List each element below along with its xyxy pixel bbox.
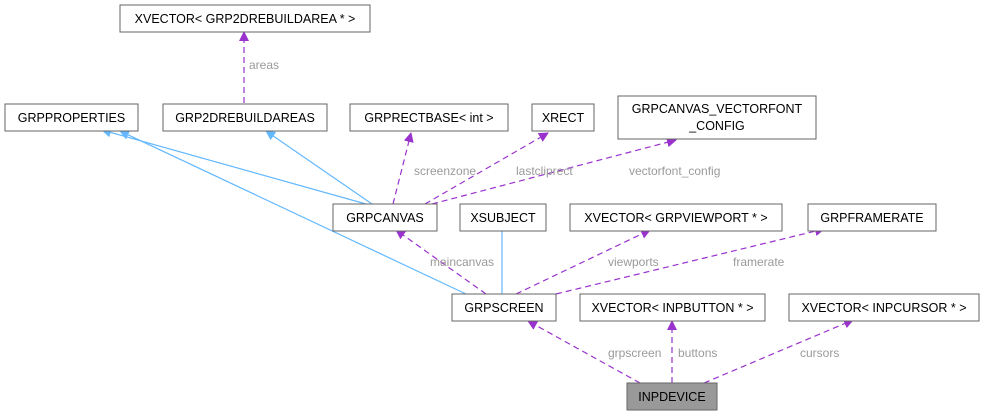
label-viewports: viewports bbox=[608, 255, 659, 269]
node-xrect[interactable]: XRECT bbox=[531, 103, 595, 132]
label-grpscreen: grpscreen bbox=[608, 346, 661, 360]
label-framerate: framerate bbox=[733, 255, 785, 269]
edge-lastcliprect bbox=[424, 132, 549, 205]
label-areas: areas bbox=[249, 58, 279, 72]
node-xvector-grp2drebuildarea[interactable]: XVECTOR< GRP2DREBUILDAREA * > bbox=[119, 4, 371, 33]
label-vectorfont-config: vectorfont_config bbox=[629, 164, 720, 178]
label-maincanvas: maincanvas bbox=[430, 255, 494, 269]
node-label: XVECTOR< INPCURSOR * > bbox=[801, 301, 966, 315]
inheritance-edges bbox=[101, 127, 507, 295]
node-label-line1: GRPCANVAS_VECTORFONT bbox=[632, 102, 803, 116]
node-label: GRPRECTBASE< int > bbox=[364, 111, 493, 125]
node-xvector-inpcursor[interactable]: XVECTOR< INPCURSOR * > bbox=[788, 293, 980, 322]
label-cursors: cursors bbox=[800, 346, 839, 360]
node-xvector-grpviewport[interactable]: XVECTOR< GRPVIEWPORT * > bbox=[569, 203, 783, 232]
node-xsubject[interactable]: XSUBJECT bbox=[459, 203, 547, 232]
node-label: XSUBJECT bbox=[470, 211, 536, 225]
node-grpframerate[interactable]: GRPFRAMERATE bbox=[807, 203, 937, 232]
edge-framerate bbox=[555, 226, 825, 295]
node-label: GRP2DREBUILDAREAS bbox=[175, 111, 315, 125]
edge-vectorfont-config bbox=[431, 137, 677, 205]
edge-maincanvas bbox=[395, 229, 487, 295]
edge-cursors bbox=[703, 318, 854, 384]
edge-grpcanvas-grp2drebuildareas bbox=[265, 130, 373, 205]
node-label-line2: _CONFIG bbox=[688, 119, 745, 133]
node-xvector-inpbutton[interactable]: XVECTOR< INPBUTTON * > bbox=[579, 293, 766, 322]
label-buttons: buttons bbox=[678, 346, 717, 360]
edge-labels: areas screenzone lastcliprect vectorfont… bbox=[249, 58, 839, 360]
node-grpscreen[interactable]: GRPSCREEN bbox=[451, 293, 557, 322]
node-grp2drebuildareas[interactable]: GRP2DREBUILDAREAS bbox=[162, 103, 328, 132]
edge-grpscreen-grpproperties bbox=[119, 130, 467, 295]
node-grprectbase[interactable]: GRPRECTBASE< int > bbox=[349, 103, 509, 132]
node-label: INPDEVICE bbox=[638, 390, 705, 404]
node-label: XVECTOR< GRP2DREBUILDAREA * > bbox=[135, 12, 356, 26]
node-grpcanvas[interactable]: GRPCANVAS bbox=[332, 203, 438, 232]
node-grpcanvas-vectorfont-config[interactable]: GRPCANVAS_VECTORFONT _CONFIG bbox=[617, 95, 817, 140]
label-screenzone: screenzone bbox=[414, 164, 476, 178]
label-lastcliprect: lastcliprect bbox=[516, 164, 573, 178]
node-label: XVECTOR< INPBUTTON * > bbox=[591, 301, 753, 315]
edge-viewports bbox=[515, 229, 651, 295]
node-label: GRPSCREEN bbox=[464, 301, 543, 315]
usage-edges bbox=[239, 31, 854, 384]
node-grpproperties[interactable]: GRPPROPERTIES bbox=[4, 103, 139, 132]
node-label: GRPPROPERTIES bbox=[18, 111, 125, 125]
node-label: GRPFRAMERATE bbox=[820, 211, 923, 225]
edge-screenzone bbox=[392, 132, 414, 205]
edge-grpscreen bbox=[527, 320, 641, 384]
node-label: XRECT bbox=[542, 111, 585, 125]
node-label: GRPCANVAS bbox=[346, 211, 424, 225]
node-label: XVECTOR< GRPVIEWPORT * > bbox=[584, 211, 767, 225]
node-inpdevice[interactable]: INPDEVICE bbox=[626, 382, 718, 411]
edge-grpcanvas-grpproperties bbox=[101, 127, 367, 205]
